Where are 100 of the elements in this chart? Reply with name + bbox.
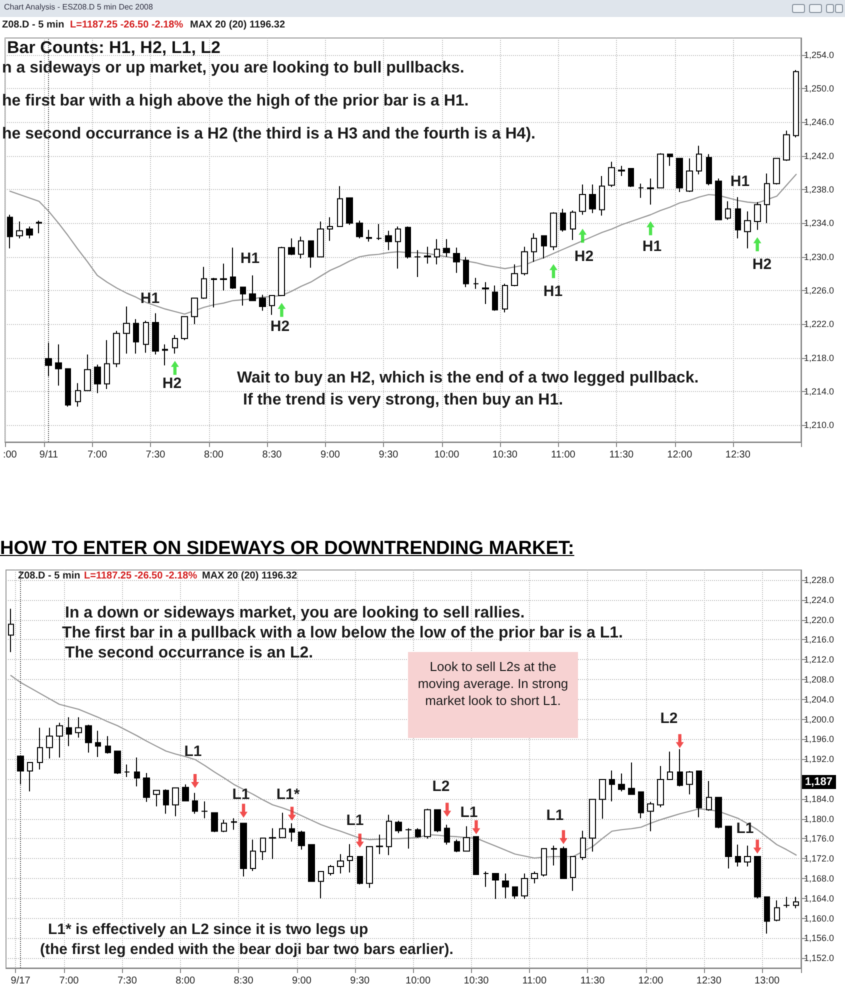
candlestick (657, 766, 664, 808)
candlestick (240, 822, 247, 877)
candlestick (706, 780, 712, 812)
candlestick (298, 236, 304, 260)
candlestick (725, 826, 732, 869)
candlestick (638, 791, 644, 819)
x-tick-label: 9:00 (320, 450, 340, 460)
candlestick (114, 750, 121, 774)
candlestick (424, 246, 431, 264)
candlestick (560, 846, 567, 880)
x-tick-label: 12:30 (696, 976, 722, 986)
x-tick-label: :00 (2, 450, 18, 460)
candlestick (454, 839, 460, 853)
annotation: H2 (162, 375, 182, 392)
candlestick (163, 788, 169, 814)
candlestick (647, 801, 654, 832)
candlestick (696, 770, 702, 818)
candlestick (66, 716, 72, 747)
candlestick (618, 772, 625, 792)
annotation: L1 (184, 743, 202, 760)
candlestick (774, 900, 780, 922)
candlestick (531, 232, 537, 262)
candlestick (521, 246, 528, 276)
candlestick (444, 824, 450, 846)
candlestick (424, 808, 431, 840)
candlestick (8, 608, 14, 653)
annotation: n a sideways or up market, you are looking to bull pullbacks. (2, 60, 464, 76)
candlestick (279, 812, 286, 839)
candlestick (143, 772, 150, 802)
annotation: H2 (270, 318, 290, 335)
x-tick-label: 11:30 (609, 450, 634, 460)
candlestick (376, 834, 383, 855)
annotation: H1 (642, 238, 662, 255)
annotation: H1 (543, 283, 563, 300)
x-tick-label: 12:00 (667, 450, 693, 460)
candlestick (366, 846, 373, 888)
candlestick (735, 196, 741, 239)
y-tick-label: 1,254.0 (804, 50, 834, 60)
candlestick (346, 197, 353, 226)
candlestick (638, 183, 644, 198)
annotation: H2 (752, 256, 772, 273)
candlestick (744, 845, 751, 868)
annotation: L1 (546, 807, 564, 824)
candlestick (230, 247, 236, 290)
candlestick (308, 844, 315, 882)
y-tick-label: 1,208.0 (804, 674, 834, 684)
x-tick-label: 9:30 (350, 976, 370, 986)
y-tick-label: 1,220.0 (804, 614, 834, 625)
x-tick-label: 8:30 (234, 976, 254, 986)
candlestick (181, 316, 188, 341)
candlestick (754, 856, 761, 899)
candlestick (201, 800, 208, 819)
candlestick (7, 214, 13, 249)
x-tick-label: 9/11 (39, 450, 59, 460)
candlestick (677, 748, 683, 787)
candlestick (667, 154, 673, 166)
y-tick-label: 1,164.0 (804, 893, 834, 904)
candlestick (735, 844, 741, 868)
candlestick (647, 178, 654, 206)
y-tick-label: 1,176.0 (804, 834, 834, 844)
candlestick (512, 886, 518, 900)
text: 1,187 (802, 775, 836, 789)
annotation: In a down or sideways market, you are looking to sell rallies. (65, 604, 525, 622)
candlestick (85, 724, 92, 754)
x-tick-label: 12:30 (725, 450, 751, 460)
text: L=1187.25 -26.50 -2.18% (70, 20, 184, 30)
annotation: he first bar with a high above the high of the prior bar is a H1. (2, 92, 469, 110)
candlestick (152, 312, 159, 355)
candlestick (278, 246, 285, 296)
x-tick-label: 13:00 (754, 976, 780, 986)
candlestick (725, 200, 731, 220)
candlestick (337, 854, 344, 874)
candlestick (589, 184, 596, 214)
candlestick (405, 226, 411, 260)
y-tick-label: 1,184.0 (804, 794, 834, 804)
candlestick (502, 283, 508, 313)
candlestick (783, 896, 790, 908)
candlestick (541, 235, 547, 260)
candlestick (133, 318, 139, 354)
y-tick-label: 1,156.0 (804, 933, 834, 944)
y-tick-label: 1,214.0 (804, 386, 834, 396)
x-tick-label: 7:30 (146, 450, 166, 460)
x-tick-label: 8:30 (262, 450, 282, 460)
candlestick (308, 240, 314, 268)
annotation: H2 (574, 248, 594, 265)
candlestick (502, 872, 509, 899)
x-tick-label: 8:00 (176, 976, 196, 986)
candlestick (521, 872, 528, 900)
candlestick (289, 822, 295, 842)
candlestick (686, 158, 693, 193)
candlestick (259, 294, 266, 312)
chart-title: HOW TO ENTER ON SIDEWAYS OR DOWNTRENDING MARKET: (0, 538, 574, 560)
candlestick (75, 382, 81, 408)
candlestick (366, 229, 372, 242)
annotation: L1 (346, 812, 364, 829)
annotation: Z08.D - 5 min (18, 570, 80, 582)
y-tick-label: 1,210.0 (804, 420, 834, 430)
candlestick (56, 722, 63, 758)
y-tick-label: 1,230.0 (804, 252, 834, 262)
candlestick (483, 870, 489, 888)
